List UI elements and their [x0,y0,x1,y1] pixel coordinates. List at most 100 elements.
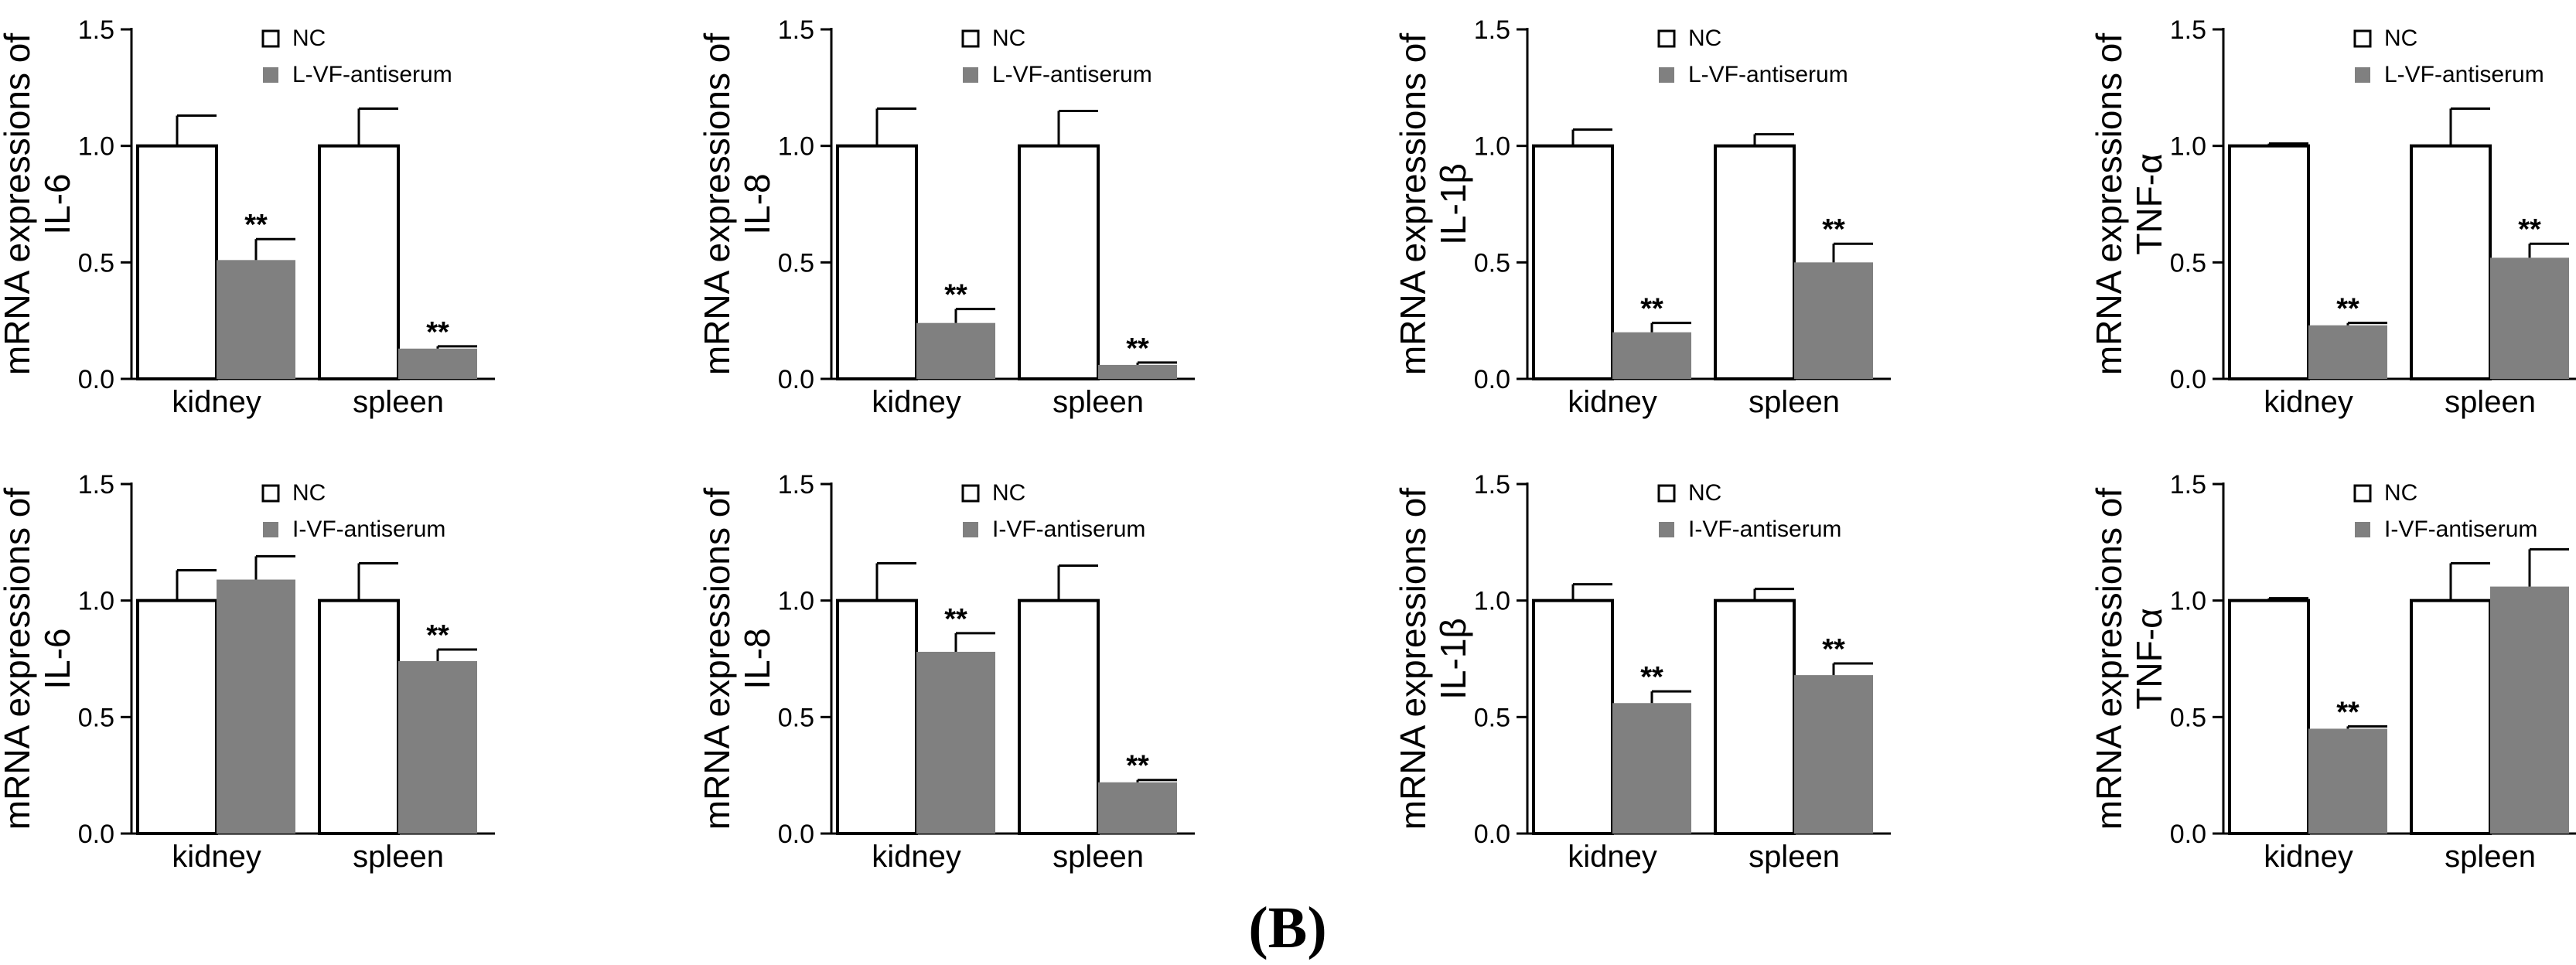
y-tick-label: 1.0 [1474,587,1510,616]
bar-nc-kidney [836,144,918,381]
legend-label-nc: NC [2384,480,2417,506]
x-tick-label-kidney: kidney [872,840,961,874]
y-tick-label: 0.0 [1474,365,1510,394]
y-tick-label: 0.5 [1474,703,1510,732]
y-tick-label: 0.5 [2170,703,2206,732]
bar-nc-spleen [2410,144,2492,381]
legend-label-nc: NC [292,480,326,506]
y-tick-label: 1.5 [1474,470,1510,500]
y-axis-title-line1: mRNA expressions of [697,33,737,375]
x-tick-label-spleen: spleen [2445,385,2536,419]
x-tick-label-kidney: kidney [172,385,261,419]
legend-label-nc: NC [992,26,1025,51]
bar-l-vf-antiserum-spleen [2490,257,2569,379]
bar-i-vf-antiserum-kidney [916,651,995,834]
legend-swatch-l-vf-antiserum [2355,67,2370,83]
y-tick-label: 0.0 [1474,820,1510,849]
significance-mark: ** [2336,696,2359,728]
y-tick-label: 1.0 [1474,132,1510,162]
y-axis-title-line2: IL-8 [737,173,777,234]
bar-i-vf-antiserum-kidney [217,579,295,834]
legend-swatch-nc [961,29,980,48]
y-tick-label: 0.5 [778,703,814,732]
legend-label-l-vf-antiserum: L-VF-antiserum [1688,62,1848,87]
y-axis-title-line2: IL-1β [1433,618,1473,700]
bar-i-vf-antiserum-kidney [2308,728,2387,834]
significance-mark: ** [2336,293,2359,326]
bar-i-vf-antiserum-kidney [1612,703,1691,834]
legend-swatch-nc [1657,29,1676,48]
y-axis-title-line2: IL-8 [737,628,777,689]
bar-l-vf-antiserum-kidney [1612,332,1691,379]
legend-swatch-nc [2353,484,2372,503]
legend-swatch-i-vf-antiserum [1659,522,1674,537]
y-axis-title-line1: mRNA expressions of [0,488,37,830]
legend-swatch-l-vf-antiserum [1659,67,1674,83]
legend-swatch-nc [261,484,280,503]
y-tick-label: 1.0 [2170,587,2206,616]
y-tick-label: 0.0 [78,820,114,849]
y-axis-title: mRNA expressions of IL-1β [1393,488,1473,830]
legend-label-l-vf-antiserum: L-VF-antiserum [992,62,1152,87]
bar-nc-spleen [1018,144,1100,381]
bar-nc-kidney [2228,144,2310,381]
significance-mark: ** [2518,213,2541,246]
y-tick-label: 1.5 [2170,15,2206,45]
x-tick-label-spleen: spleen [1749,385,1840,419]
legend-swatch-nc [2353,29,2372,48]
bar-nc-spleen [1714,598,1796,836]
significance-mark: ** [244,209,268,241]
legend-label-i-vf-antiserum: I-VF-antiserum [2384,517,2537,542]
y-axis-title: mRNA expressions of IL-6 [0,488,77,830]
y-axis-title: mRNA expressions of IL-8 [697,33,777,375]
bar-i-vf-antiserum-spleen [2490,586,2569,834]
legend-swatch-l-vf-antiserum [263,67,278,83]
y-axis-title-line2: IL-6 [37,173,77,234]
bar-nc-spleen [1714,144,1796,381]
y-axis-title: mRNA expressions of IL-8 [697,488,777,830]
legend-label-i-vf-antiserum: I-VF-antiserum [992,517,1145,542]
x-tick-label-kidney: kidney [1568,840,1657,874]
y-tick-label: 1.0 [78,587,114,616]
y-axis-title: mRNA expressions of IL-1β [1393,33,1473,375]
x-tick-label-spleen: spleen [353,840,444,874]
bar-nc-kidney [2228,598,2310,836]
y-axis-title-line1: mRNA expressions of [2089,488,2129,830]
legend-label-l-vf-antiserum: L-VF-antiserum [292,62,452,87]
legend-label-i-vf-antiserum: I-VF-antiserum [1688,517,1841,542]
x-tick-label-kidney: kidney [2264,385,2353,419]
y-tick-label: 1.5 [78,470,114,500]
significance-mark: ** [1822,633,1845,666]
legend-label-nc: NC [992,480,1025,506]
bar-l-vf-antiserum-kidney [916,322,995,379]
y-tick-label: 1.0 [778,587,814,616]
x-tick-label-spleen: spleen [1053,840,1144,874]
bar-nc-kidney [136,144,218,381]
y-axis-title-line2: TNF-α [2129,608,2169,709]
y-tick-label: 0.0 [778,365,814,394]
y-tick-label: 1.5 [778,470,814,500]
legend-swatch-nc [1657,484,1676,503]
significance-mark: ** [944,603,967,636]
bar-nc-spleen [318,598,400,836]
y-tick-label: 0.0 [78,365,114,394]
legend-swatch-nc [261,29,280,48]
bar-nc-kidney [836,598,918,836]
x-tick-label-spleen: spleen [353,385,444,419]
y-tick-label: 1.5 [78,15,114,45]
significance-mark: ** [1822,213,1845,246]
y-axis-title-line2: IL-1β [1433,163,1473,245]
significance-mark: ** [1640,293,1663,326]
legend-label-nc: NC [1688,480,1721,506]
legend-label-nc: NC [292,26,326,51]
legend-swatch-i-vf-antiserum [263,522,278,537]
significance-mark: ** [1126,750,1149,783]
y-tick-label: 0.5 [1474,248,1510,278]
panel-label: (B) [1248,895,1326,960]
x-tick-label-spleen: spleen [2445,840,2536,874]
